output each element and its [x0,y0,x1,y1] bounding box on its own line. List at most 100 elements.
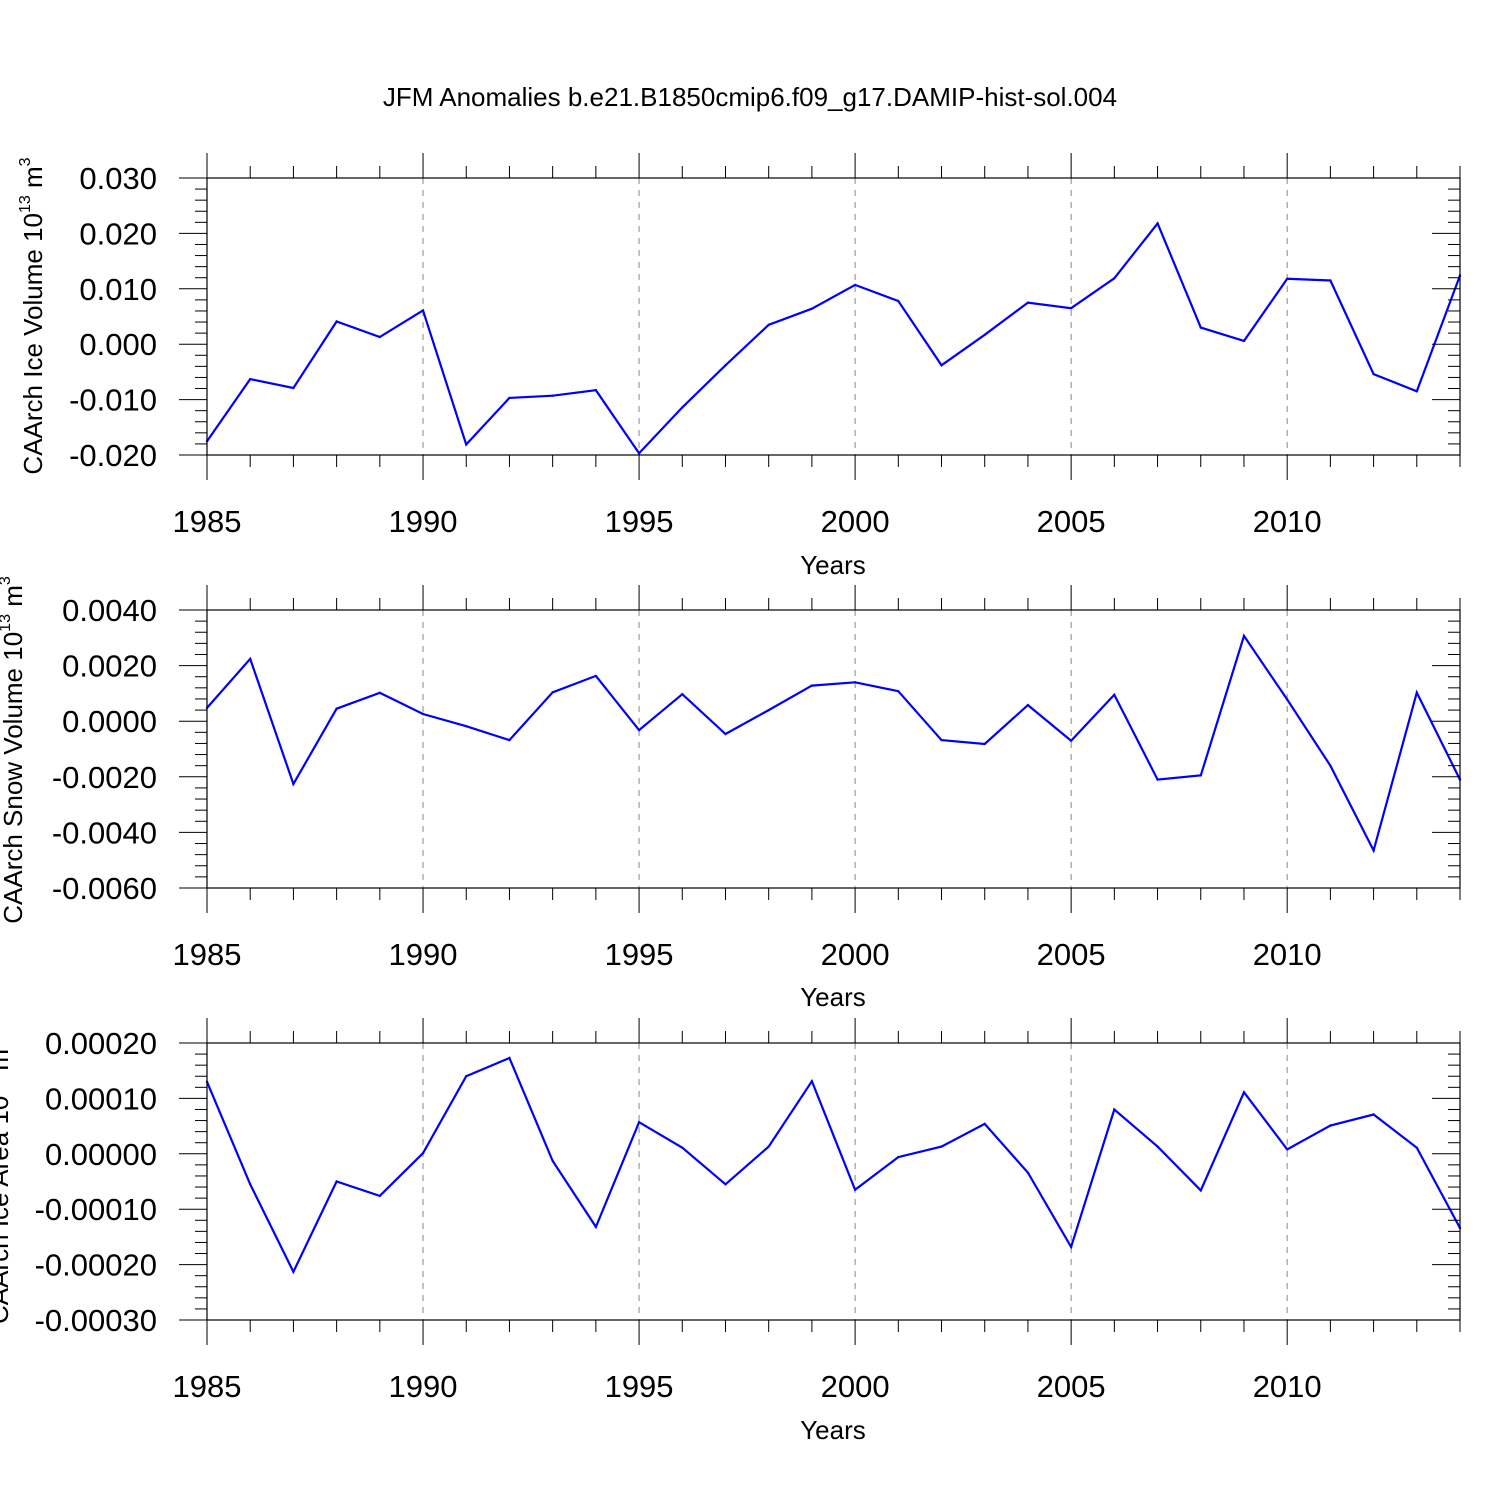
x-tick-label: 1985 [173,937,242,972]
y-tick-label: -0.0060 [52,871,157,906]
data-point [637,1121,641,1124]
data-point [1026,703,1030,707]
data-point [421,712,425,716]
data-point [508,396,511,400]
y-tick-label: -0.00010 [35,1192,157,1227]
data-point [1113,693,1116,696]
data-point [1415,1146,1419,1149]
y-axis-title-unit: m [0,585,28,614]
x-tick-label: 2005 [1037,1369,1106,1404]
x-tick-label: 2010 [1253,504,1322,539]
data-point [465,725,468,728]
data-point [681,1146,684,1149]
y-tick-label: 0.000 [79,327,157,362]
data-point [1329,764,1332,767]
y-axis-title: CAArch Ice Volume 1013 m3 [17,157,48,474]
data-point [767,708,770,712]
y-axis-title: CAArch Snow Volume 1013 m3 [0,576,28,924]
data-point [810,307,814,310]
data-point [853,283,857,287]
data-point [1156,222,1159,225]
data-point [292,386,295,390]
y-tick-label: -0.0020 [52,760,157,795]
data-point [681,406,684,409]
data-point [551,691,554,694]
plot-frame [206,177,1461,456]
data-point [983,742,986,746]
data-point [897,690,900,693]
y-tick-label: 0.0020 [62,649,157,684]
data-point [940,738,943,742]
data-point [724,732,727,736]
data-point [724,1183,727,1186]
y-tick-label: 0.00020 [45,1026,157,1061]
data-point [637,452,641,455]
x-tick-label: 2000 [821,504,890,539]
data-point [465,1075,468,1078]
data-point [1242,1091,1246,1094]
data-point [1199,1189,1203,1192]
data-point [1242,339,1246,343]
data-point [1415,691,1419,694]
data-point [249,657,252,661]
y-axis-title-unit-exp: 3 [17,157,34,166]
data-line [205,1056,1461,1275]
data-point [1242,634,1246,638]
data-point [940,1145,943,1148]
plot-frame [206,1042,1461,1321]
x-axis-title: Years [800,1415,866,1445]
data-point [378,1194,381,1198]
data-point [1415,390,1419,393]
y-tick-label: 0.00000 [45,1137,157,1172]
x-tick-label: 1995 [605,1369,674,1404]
ice-area-panel: Years CAArch Ice Area 1013 m2 1985 1990 19… [0,1018,1462,1445]
data-point [1069,307,1073,310]
y-axis-title-main: CAArch Ice Volume 10 [18,213,48,475]
y-tick-label: -0.020 [69,438,157,473]
data-point [853,681,857,684]
data-point [378,691,381,694]
y-axis-title-exp: 13 [17,195,34,213]
data-point [897,299,900,303]
x-tick-label: 1995 [605,937,674,972]
data-point [1069,739,1073,742]
data-point [810,684,814,687]
data-point [594,389,598,392]
data-point [1156,1145,1159,1148]
plot-frame [206,609,1461,889]
data-point [897,1155,900,1159]
data-point [983,1122,986,1126]
data-point [810,1080,814,1083]
data-point [594,674,598,678]
data-point [465,443,468,446]
data-point [421,1152,425,1155]
x-tick-label: 2005 [1037,937,1106,972]
data-point [508,1056,511,1060]
y-tick-label: 0.0040 [62,593,157,628]
data-point [335,1180,338,1183]
data-point [1113,277,1116,280]
data-point [940,364,943,367]
x-tick-label: 1985 [173,504,242,539]
data-point [508,738,511,742]
data-point [1372,1113,1375,1116]
data-point [767,1145,770,1148]
data-point [681,693,684,696]
y-tick-label: 0.010 [79,272,157,307]
data-point [335,707,338,710]
data-line [206,221,1462,456]
y-axis-title-main: CAArch Snow Volume 10 [0,632,28,924]
x-tick-label: 1985 [173,1369,242,1404]
ice-volume-panel: Years CAArch Ice Volume 1013 m3 1985 1990… [17,153,1462,580]
data-point [249,1183,252,1186]
x-tick-label: 1995 [605,504,674,539]
data-point [1113,1108,1116,1111]
data-point [1026,1171,1030,1174]
x-tick-label: 2000 [821,1369,890,1404]
y-axis-title-unit: m [0,1049,14,1078]
x-axis-title: Years [800,550,866,580]
data-point [551,394,554,397]
snow-volume-panel: Years CAArch Snow Volume 1013 m3 1985 199… [0,576,1462,1012]
x-axis-title: Years [800,982,866,1012]
data-point [292,782,295,786]
